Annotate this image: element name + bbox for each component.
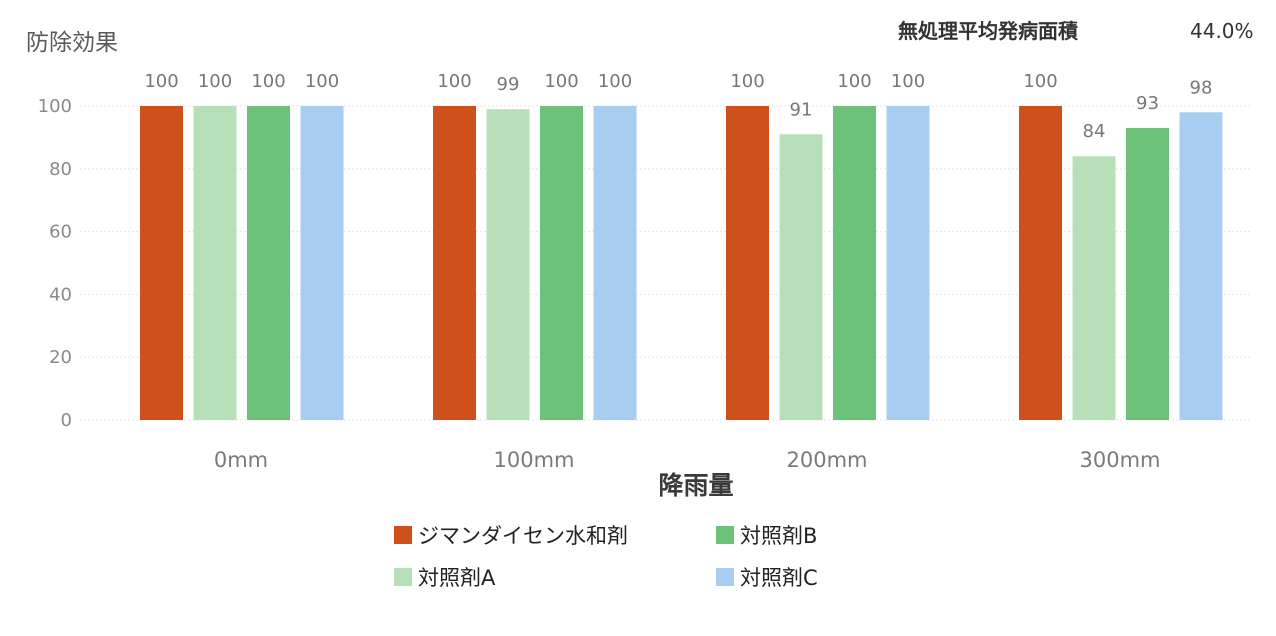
x-axis-ticks: 0mm 100mm 200mm 300mm — [214, 448, 1161, 472]
bar — [779, 134, 823, 420]
data-label: 100 — [1023, 71, 1057, 92]
gridlines — [80, 105, 1250, 421]
data-label: 100 — [837, 71, 871, 92]
data-label: 100 — [598, 71, 632, 92]
untreated-note-label: 無処理平均発病面積 — [898, 19, 1079, 43]
y-axis-label: 防除効果 — [26, 30, 118, 56]
y-tick-label: 0 — [61, 410, 72, 431]
y-tick-label: 20 — [49, 347, 72, 368]
bar — [1072, 156, 1116, 421]
y-tick-label: 40 — [49, 284, 72, 305]
data-label: 98 — [1190, 77, 1213, 98]
data-label: 91 — [790, 99, 813, 120]
untreated-note-value: 44.0% — [1190, 19, 1254, 43]
legend-swatch — [394, 526, 412, 544]
bar — [1019, 106, 1062, 420]
bar — [833, 106, 876, 420]
bar — [726, 106, 769, 420]
legend-item-zimandaisen: ジマンダイセン水和剤 — [394, 520, 716, 550]
y-tick-label: 80 — [49, 159, 72, 180]
legend-label: 対照剤B — [740, 524, 818, 548]
y-tick-label: 60 — [49, 222, 72, 243]
legend-item-control-a: 対照剤A — [394, 562, 716, 592]
legend-label: 対照剤A — [418, 566, 496, 590]
legend-swatch — [394, 568, 412, 586]
bar — [886, 106, 930, 420]
data-label: 100 — [891, 71, 925, 92]
bar — [593, 106, 637, 420]
bar — [1126, 127, 1169, 420]
data-label: 99 — [497, 74, 520, 95]
bar — [140, 106, 183, 420]
legend-label: ジマンダイセン水和剤 — [418, 524, 628, 548]
legend: ジマンダイセン水和剤 対照剤B 対照剤A 対照剤C — [394, 520, 916, 592]
data-labels: 100 100 100 100 100 99 100 100 100 91 100 100 100 84 9… — [144, 71, 1212, 142]
bar — [540, 106, 583, 420]
data-label: 100 — [305, 71, 339, 92]
x-tick-label: 0mm — [214, 448, 268, 472]
data-label: 100 — [198, 71, 232, 92]
data-label: 100 — [437, 71, 471, 92]
y-tick-label: 100 — [38, 96, 72, 117]
bar — [486, 109, 530, 420]
x-tick-label: 200mm — [787, 448, 868, 472]
y-axis-ticks: 0 20 40 60 80 100 — [38, 96, 72, 431]
legend-label: 対照剤C — [740, 566, 818, 590]
bar — [193, 106, 237, 420]
bar — [247, 106, 290, 420]
data-label: 100 — [544, 71, 578, 92]
bars — [140, 106, 1223, 421]
legend-item-control-b: 対照剤B — [716, 520, 916, 550]
bar — [1179, 112, 1223, 420]
data-label: 84 — [1083, 121, 1106, 142]
x-axis-label: 降雨量 — [658, 471, 733, 500]
bar — [433, 106, 476, 420]
data-label: 100 — [251, 71, 285, 92]
bar — [300, 106, 344, 420]
data-label: 100 — [144, 71, 178, 92]
legend-swatch — [716, 526, 734, 544]
data-label: 100 — [730, 71, 764, 92]
data-label: 93 — [1136, 93, 1159, 114]
legend-swatch — [716, 568, 734, 586]
x-tick-label: 100mm — [494, 448, 575, 472]
x-tick-label: 300mm — [1080, 448, 1161, 472]
legend-item-control-c: 対照剤C — [716, 562, 916, 592]
